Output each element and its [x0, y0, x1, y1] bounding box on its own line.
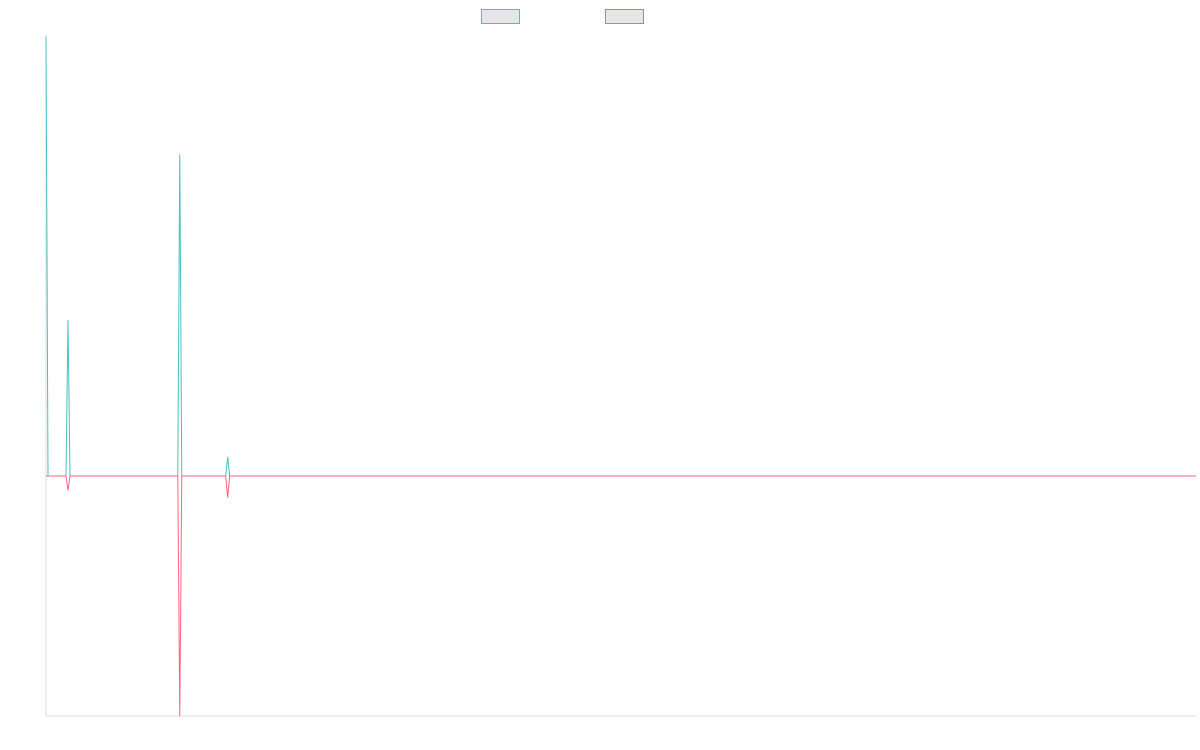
legend-swatch-series-2[interactable] — [605, 9, 644, 24]
legend — [0, 9, 1200, 27]
series-layer — [45, 36, 1196, 717]
legend-swatch-series-1[interactable] — [481, 9, 520, 24]
series-line-2 — [46, 475, 1196, 717]
axes — [45, 35, 1196, 717]
series-line-1 — [45, 36, 1196, 477]
